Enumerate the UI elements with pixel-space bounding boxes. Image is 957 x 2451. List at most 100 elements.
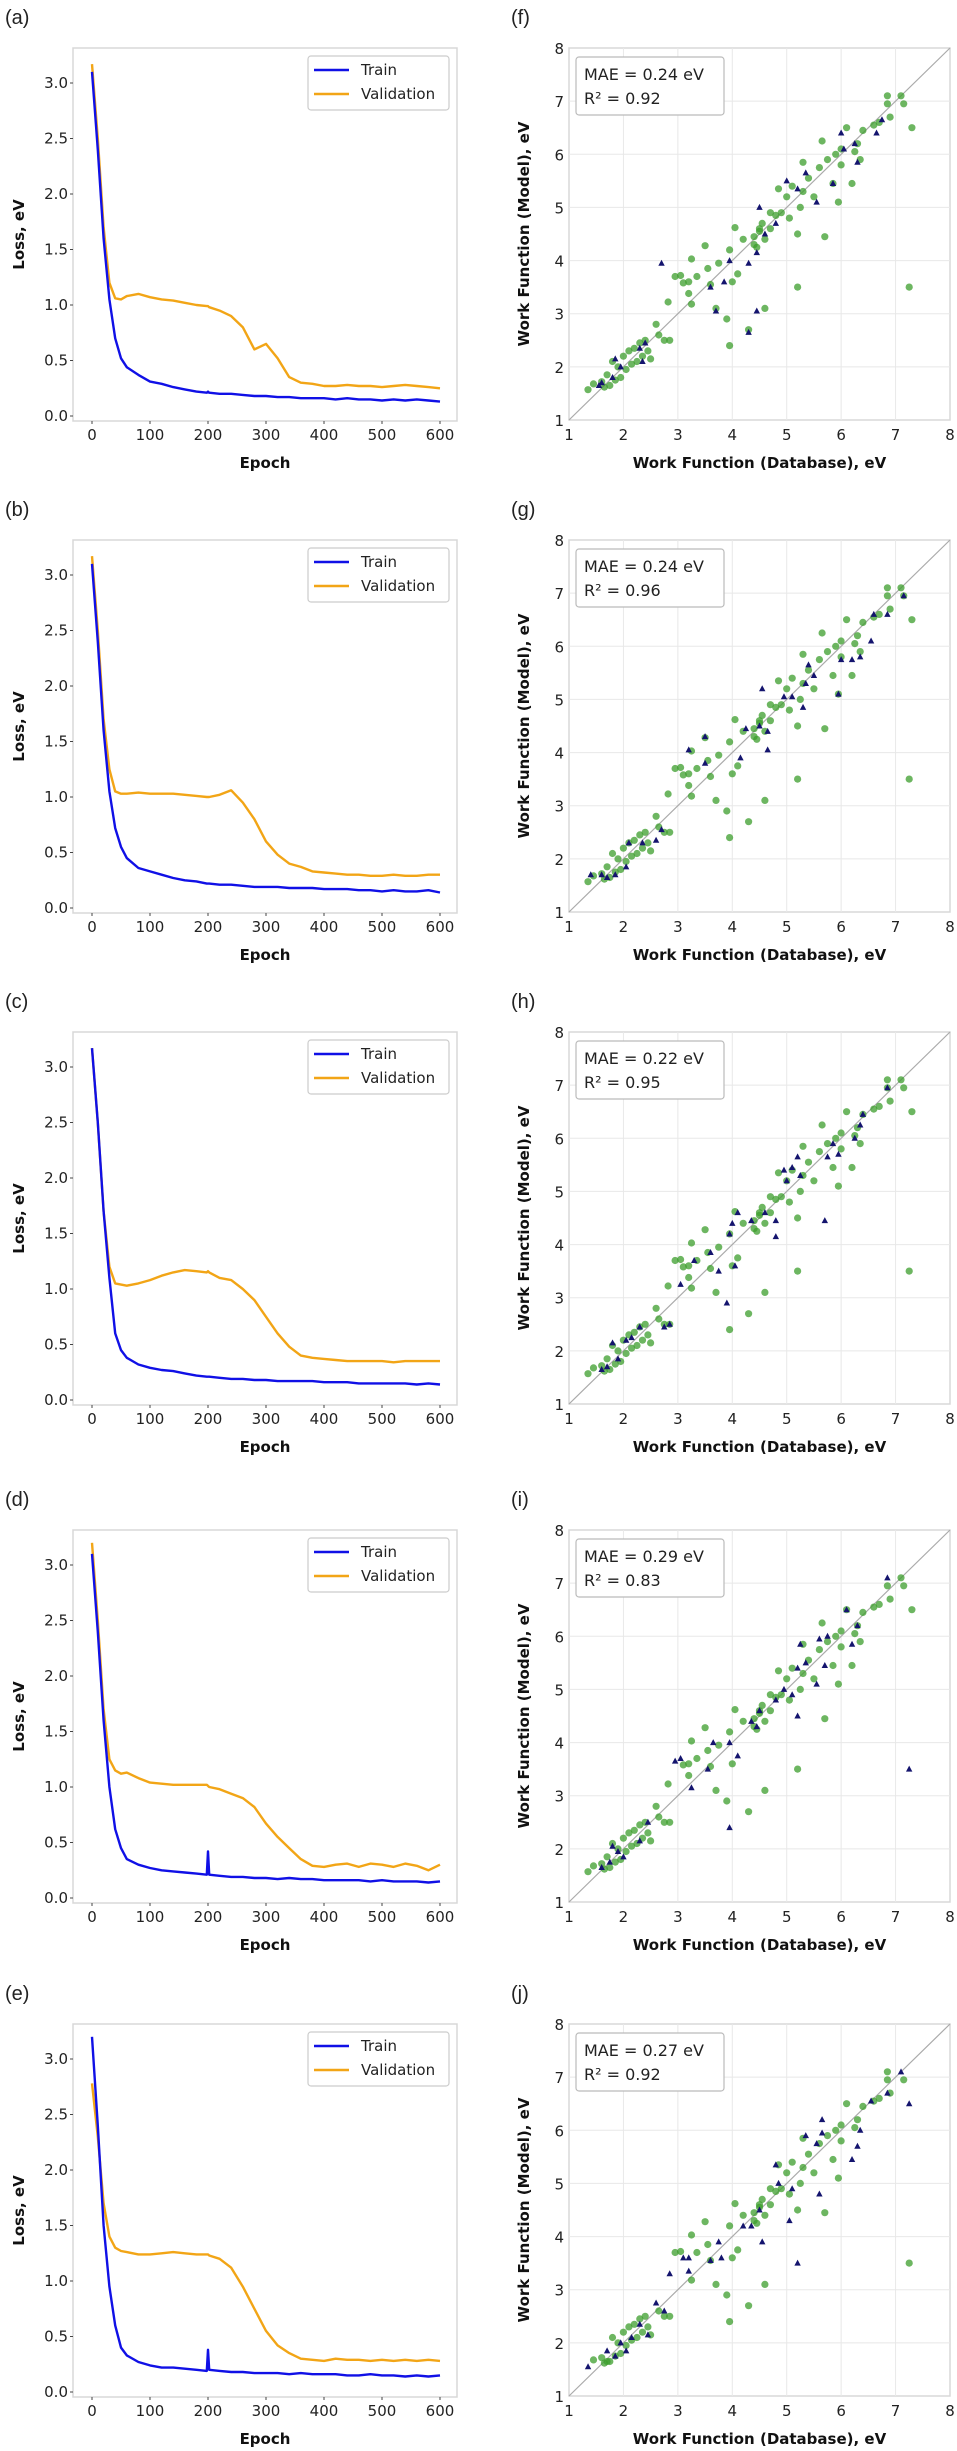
- train-point: [734, 1254, 742, 1262]
- train-point: [804, 174, 813, 182]
- test-point: [788, 1164, 796, 1171]
- x-tick-label: 500: [368, 2402, 397, 2420]
- train-point: [834, 1182, 843, 1190]
- train-point: [617, 865, 625, 874]
- train-point: [859, 618, 867, 626]
- test-point: [720, 278, 728, 285]
- train-point: [655, 2307, 663, 2315]
- train-point: [875, 1102, 883, 1110]
- train-point: [794, 1267, 802, 1275]
- x-tick-label: 600: [426, 426, 455, 444]
- test-point: [666, 2270, 673, 2277]
- train-point: [772, 211, 780, 219]
- x-tick-label: 1: [564, 1410, 574, 1428]
- legend: Train Validation: [307, 1039, 450, 1095]
- x-axis-label: Epoch: [240, 2430, 291, 2448]
- y-axis-label: Work Function (Model), eV: [515, 613, 533, 838]
- train-point: [619, 352, 628, 360]
- train-point: [745, 818, 753, 826]
- train-point: [908, 1606, 916, 1614]
- train-point: [619, 1834, 628, 1842]
- test-point: [764, 746, 771, 753]
- train-point: [685, 278, 693, 286]
- panel-label: (i): [511, 1489, 529, 1511]
- train-point: [821, 2209, 829, 2217]
- train-point: [641, 1320, 649, 1328]
- test-point: [802, 679, 809, 686]
- train-point: [785, 1198, 794, 1206]
- train-point: [788, 1664, 796, 1672]
- test-point: [688, 1784, 695, 1791]
- test-point: [731, 1262, 739, 1269]
- y-tick-label: 1.5: [44, 2217, 68, 2235]
- r2-text: R² = 0.95: [584, 1073, 661, 1092]
- test-point: [821, 1662, 829, 1669]
- y-tick-label: 0.0: [44, 1391, 68, 1409]
- test-point: [788, 2185, 796, 2192]
- x-tick-label: 200: [194, 1908, 223, 1926]
- test-point: [878, 116, 886, 123]
- train-point: [726, 834, 734, 842]
- x-tick-label: 2: [619, 918, 629, 936]
- train-point: [870, 1105, 878, 1113]
- test-point: [612, 2352, 619, 2359]
- test-point: [756, 2206, 763, 2213]
- x-tick-label: 200: [194, 1410, 223, 1428]
- test-point: [843, 1606, 850, 1613]
- train-point: [815, 164, 824, 172]
- mae-text: MAE = 0.22 eV: [584, 1049, 704, 1068]
- train-point: [633, 849, 641, 858]
- test-point: [710, 1739, 717, 1746]
- train-point: [815, 1646, 824, 1654]
- x-tick-label: 0: [87, 1410, 97, 1428]
- test-point: [854, 1622, 861, 1629]
- train-point: [603, 371, 611, 379]
- train-point: [900, 2076, 908, 2084]
- train-point: [761, 796, 769, 804]
- train-point: [589, 2356, 598, 2364]
- train-point: [832, 150, 840, 158]
- train-point: [701, 242, 709, 250]
- legend-label: Train: [360, 1045, 397, 1063]
- train-point: [761, 304, 769, 312]
- metrics-box: [575, 548, 725, 608]
- train-point: [598, 1860, 606, 1868]
- train-point: [715, 1741, 723, 1749]
- train-point: [821, 1715, 829, 1723]
- train-point: [799, 158, 807, 166]
- test-point: [786, 2217, 793, 2224]
- train-point: [766, 225, 775, 233]
- test-point: [772, 219, 780, 226]
- test-point: [772, 1696, 780, 1703]
- test-point: [584, 2363, 592, 2370]
- test-point: [797, 1171, 804, 1178]
- y-tick-label: 1: [554, 412, 564, 430]
- y-tick-label: 4: [554, 253, 564, 271]
- test-point: [851, 140, 858, 147]
- train-point: [712, 796, 720, 804]
- test-point: [759, 685, 766, 692]
- train-point: [766, 209, 775, 217]
- x-tick-label: 0: [87, 2402, 97, 2420]
- train-point: [671, 272, 679, 281]
- x-tick-label: 6: [836, 918, 846, 936]
- train-point: [685, 1262, 693, 1270]
- train-point: [908, 124, 916, 132]
- test-point: [734, 1752, 741, 1759]
- train-point: [815, 656, 824, 664]
- x-axis-label: Work Function (Database), eV: [633, 946, 887, 964]
- test-point: [661, 1323, 668, 1330]
- x-tick-label: 4: [728, 2402, 738, 2420]
- train-point: [750, 2209, 758, 2217]
- train-point: [679, 1263, 687, 1271]
- x-tick-label: 400: [310, 426, 339, 444]
- test-point: [867, 637, 875, 644]
- test-point: [625, 839, 633, 846]
- train-point: [739, 1717, 747, 1725]
- test-point: [715, 1267, 722, 1274]
- train-point: [701, 1226, 709, 1234]
- test-point: [734, 1209, 741, 1216]
- y-tick-label: 2.5: [44, 1612, 68, 1630]
- mae-text: MAE = 0.29 eV: [584, 1547, 704, 1566]
- legend: Train Validation: [307, 547, 450, 603]
